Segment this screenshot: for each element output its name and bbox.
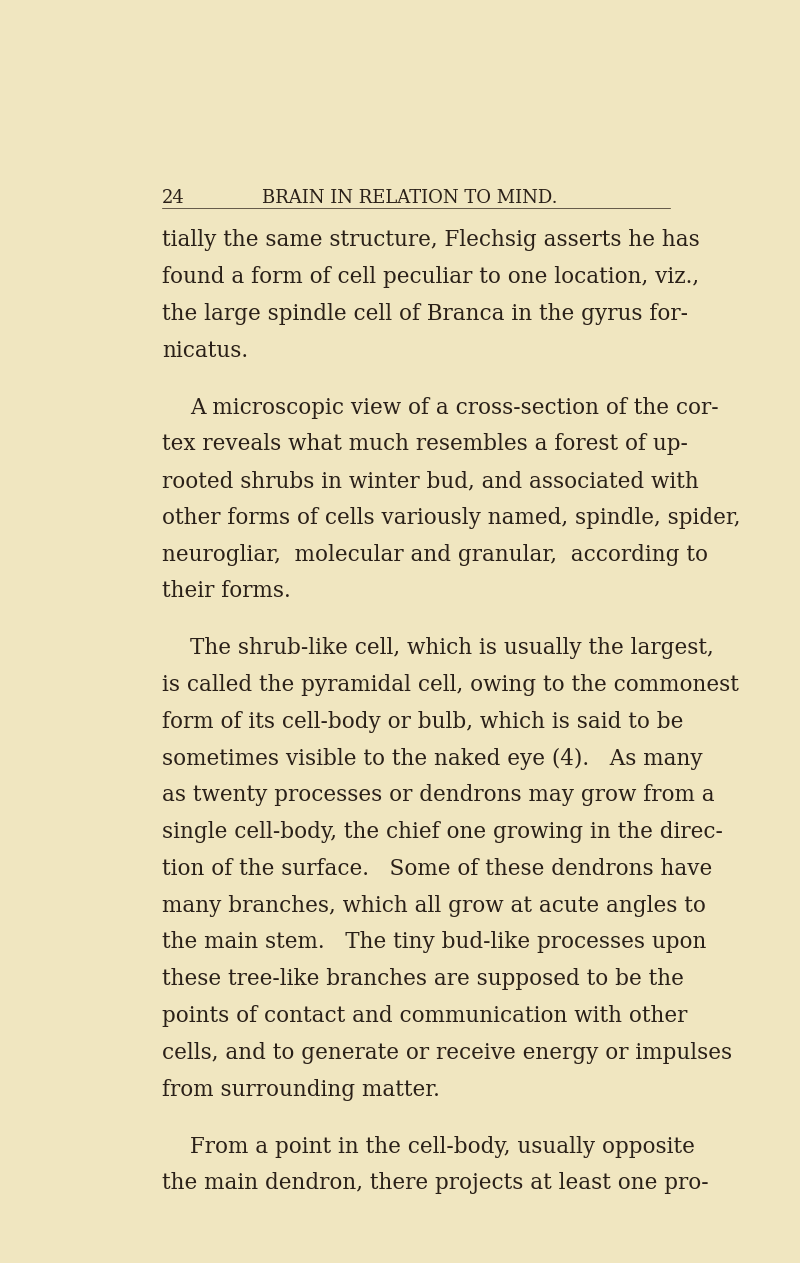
Text: single cell-body, the chief one growing in the direc-: single cell-body, the chief one growing …	[162, 821, 723, 844]
Text: cells, and to generate or receive energy or impulses: cells, and to generate or receive energy…	[162, 1042, 732, 1063]
Text: tion of the surface.   Some of these dendrons have: tion of the surface. Some of these dendr…	[162, 858, 712, 880]
Text: many branches, which all grow at acute angles to: many branches, which all grow at acute a…	[162, 894, 706, 917]
Text: nicatus.: nicatus.	[162, 340, 248, 361]
Text: A microscopic view of a cross-section of the cor-: A microscopic view of a cross-section of…	[190, 397, 718, 418]
Text: other forms of cells variously named, spindle, spider,: other forms of cells variously named, sp…	[162, 506, 741, 529]
Text: sometimes visible to the naked eye (4).   As many: sometimes visible to the naked eye (4). …	[162, 748, 702, 769]
Text: 24: 24	[162, 188, 185, 207]
Text: these tree-like branches are supposed to be the: these tree-like branches are supposed to…	[162, 969, 684, 990]
Text: tially the same structure, Flechsig asserts he has: tially the same structure, Flechsig asse…	[162, 230, 700, 251]
Text: the main dendron, there projects at least one pro-: the main dendron, there projects at leas…	[162, 1172, 709, 1195]
Text: from surrounding matter.: from surrounding matter.	[162, 1079, 440, 1100]
Text: the main stem.   The tiny bud-like processes upon: the main stem. The tiny bud-like process…	[162, 932, 706, 954]
Text: their forms.: their forms.	[162, 581, 290, 602]
Text: points of contact and communication with other: points of contact and communication with…	[162, 1005, 687, 1027]
Text: form of its cell-body or bulb, which is said to be: form of its cell-body or bulb, which is …	[162, 711, 683, 733]
Text: From a point in the cell-body, usually opposite: From a point in the cell-body, usually o…	[190, 1135, 694, 1157]
Text: neurogliar,  molecular and granular,  according to: neurogliar, molecular and granular, acco…	[162, 543, 708, 566]
Text: tex reveals what much resembles a forest of up-: tex reveals what much resembles a forest…	[162, 433, 688, 456]
Text: rooted shrubs in winter bud, and associated with: rooted shrubs in winter bud, and associa…	[162, 470, 698, 493]
Text: BRAIN IN RELATION TO MIND.: BRAIN IN RELATION TO MIND.	[262, 188, 558, 207]
Text: is called the pyramidal cell, owing to the commonest: is called the pyramidal cell, owing to t…	[162, 674, 739, 696]
Text: as twenty processes or dendrons may grow from a: as twenty processes or dendrons may grow…	[162, 784, 714, 807]
Text: the large spindle cell of Branca in the gyrus for-: the large spindle cell of Branca in the …	[162, 303, 688, 325]
Text: The shrub-like cell, which is usually the largest,: The shrub-like cell, which is usually th…	[190, 638, 714, 659]
Text: found a form of cell peculiar to one location, viz.,: found a form of cell peculiar to one loc…	[162, 266, 699, 288]
